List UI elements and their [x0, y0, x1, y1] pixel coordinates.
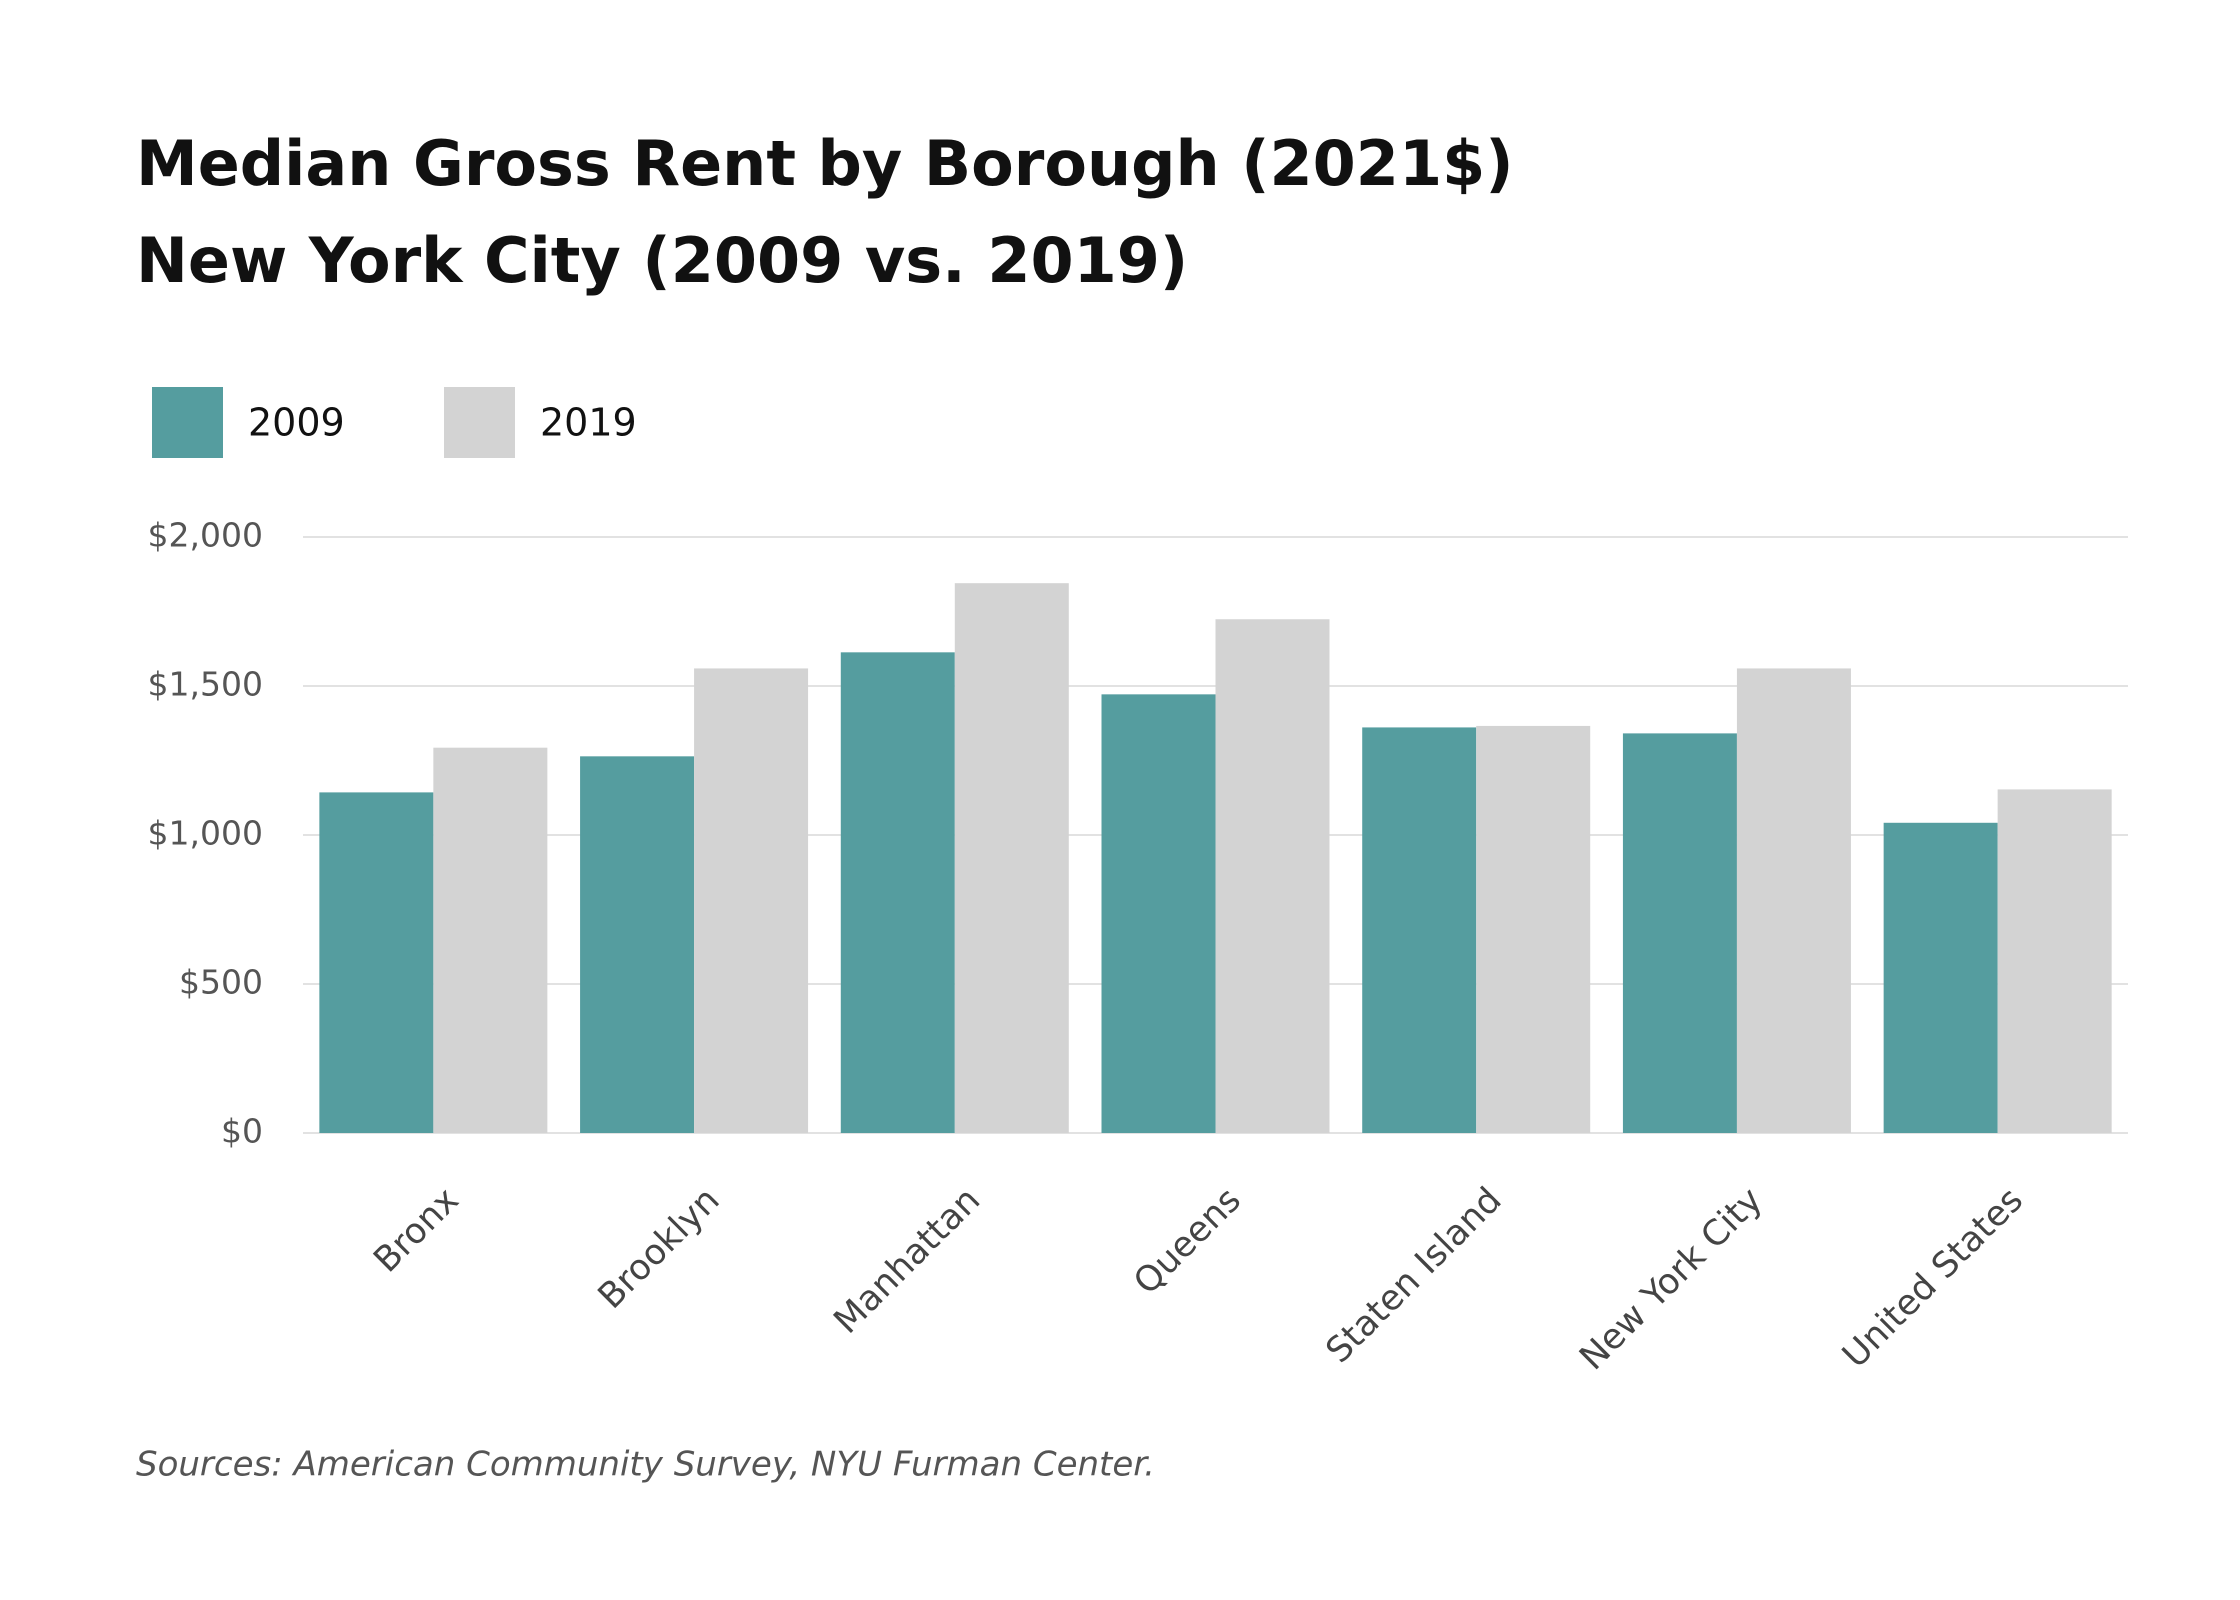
bar — [840, 652, 955, 1133]
bar — [1736, 668, 1851, 1133]
bar — [1101, 694, 1216, 1133]
bar — [1883, 822, 1998, 1133]
bar — [433, 747, 548, 1133]
legend-swatch — [152, 387, 223, 458]
legend-label: 2009 — [248, 401, 345, 445]
bar — [1997, 789, 2112, 1133]
legend-swatch — [444, 387, 515, 458]
chart-subtitle: New York City (2009 vs. 2019) — [136, 224, 1188, 297]
source-note: Sources: American Community Survey, NYU … — [136, 1445, 1155, 1485]
bar — [694, 668, 809, 1133]
chart-title: Median Gross Rent by Borough (2021$) — [136, 127, 1514, 200]
bar — [1476, 725, 1591, 1133]
y-tick-label: $500 — [179, 963, 263, 1002]
bar — [580, 756, 695, 1133]
bar — [1215, 619, 1330, 1133]
bar — [319, 792, 434, 1133]
y-tick-label: $1,000 — [148, 814, 263, 853]
y-tick-label: $2,000 — [148, 516, 263, 555]
y-tick-label: $0 — [221, 1112, 263, 1151]
bar — [1622, 733, 1737, 1133]
legend-label: 2019 — [540, 401, 637, 445]
y-tick-label: $1,500 — [148, 665, 263, 704]
bar — [954, 583, 1069, 1133]
bar — [1362, 727, 1477, 1133]
